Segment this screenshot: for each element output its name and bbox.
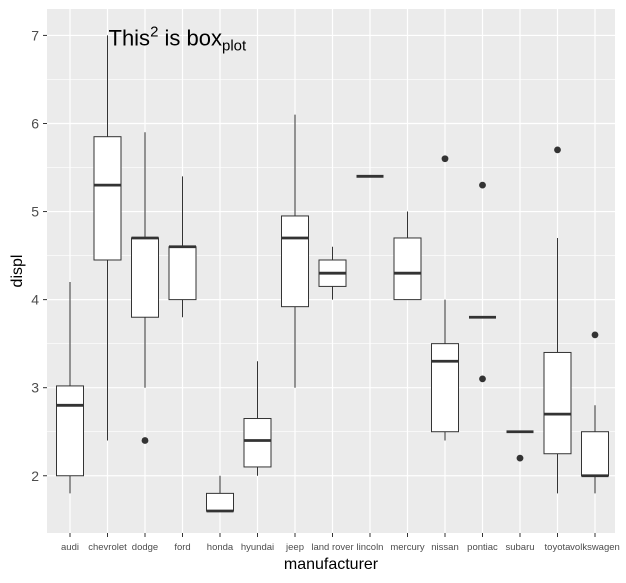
box-volkswagen — [581, 331, 609, 494]
box-body — [243, 418, 272, 468]
box-body — [131, 237, 159, 318]
box-mercury — [393, 211, 422, 301]
outlier-point — [554, 146, 561, 154]
box-land-rover — [318, 246, 347, 300]
box-pontiac — [469, 181, 496, 383]
y-axis-title: displ — [9, 255, 26, 288]
box-ford — [168, 176, 197, 318]
x-tick-label: audi — [61, 542, 79, 553]
outlier-point — [516, 454, 524, 462]
x-tick-label: toyota — [545, 542, 572, 553]
box-body — [431, 343, 459, 433]
outlier-point — [441, 155, 449, 163]
box-body — [543, 351, 572, 455]
y-tick-label: 6 — [31, 115, 39, 131]
x-tick-label: dodge — [132, 542, 158, 553]
x-tick-label: mercury — [390, 542, 425, 553]
outlier-point — [479, 181, 486, 189]
x-tick-label: volkswagen — [570, 542, 620, 553]
box-body — [93, 136, 122, 261]
box-honda — [206, 475, 234, 513]
annotation-superscript: 2 — [150, 23, 158, 40]
box-body — [206, 492, 234, 512]
y-tick-label: 5 — [31, 204, 39, 220]
x-tick-label: lincoln — [357, 542, 384, 553]
annotation-middle: is box — [158, 25, 222, 50]
box-body — [168, 246, 197, 301]
x-tick-label: hyundai — [241, 542, 274, 553]
box-chevrolet — [93, 35, 122, 441]
box-toyota — [543, 146, 572, 494]
plot-annotation: This2 is boxplot — [109, 23, 248, 54]
box-body — [281, 215, 309, 308]
annotation-base: This — [109, 25, 151, 50]
x-tick-label: chevrolet — [88, 542, 127, 553]
y-tick-label: 3 — [31, 380, 39, 396]
box-dodge — [131, 132, 159, 444]
x-tick-label: nissan — [431, 542, 458, 553]
y-axis: 2 3 4 5 6 7 — [31, 27, 47, 484]
x-tick-label: ford — [174, 542, 190, 553]
outlier-point — [591, 331, 599, 339]
y-tick-label: 7 — [31, 27, 39, 43]
box-hyundai — [243, 361, 272, 476]
x-tick-label: land rover — [311, 542, 353, 553]
box-body — [393, 237, 422, 301]
boxes-layer — [56, 35, 609, 513]
x-tick-label: pontiac — [467, 542, 498, 553]
box-jeep — [281, 114, 309, 388]
outlier-point — [141, 437, 149, 444]
box-body — [56, 385, 84, 477]
outlier-point — [479, 375, 486, 383]
x-axis-title: manufacturer — [284, 556, 379, 573]
x-tick-label: subaru — [505, 542, 534, 553]
box-subaru — [506, 430, 534, 462]
annotation-subscript: plot — [222, 37, 247, 54]
box-body — [581, 431, 609, 477]
x-axis: audi chevrolet dodge ford honda hyundai jeep la… — [61, 533, 620, 553]
y-tick-label: 2 — [31, 468, 39, 484]
y-tick-label: 4 — [31, 292, 39, 308]
box-nissan — [431, 155, 459, 441]
box-audi — [56, 282, 84, 494]
x-tick-label: jeep — [285, 542, 304, 553]
x-tick-label: honda — [207, 542, 234, 553]
